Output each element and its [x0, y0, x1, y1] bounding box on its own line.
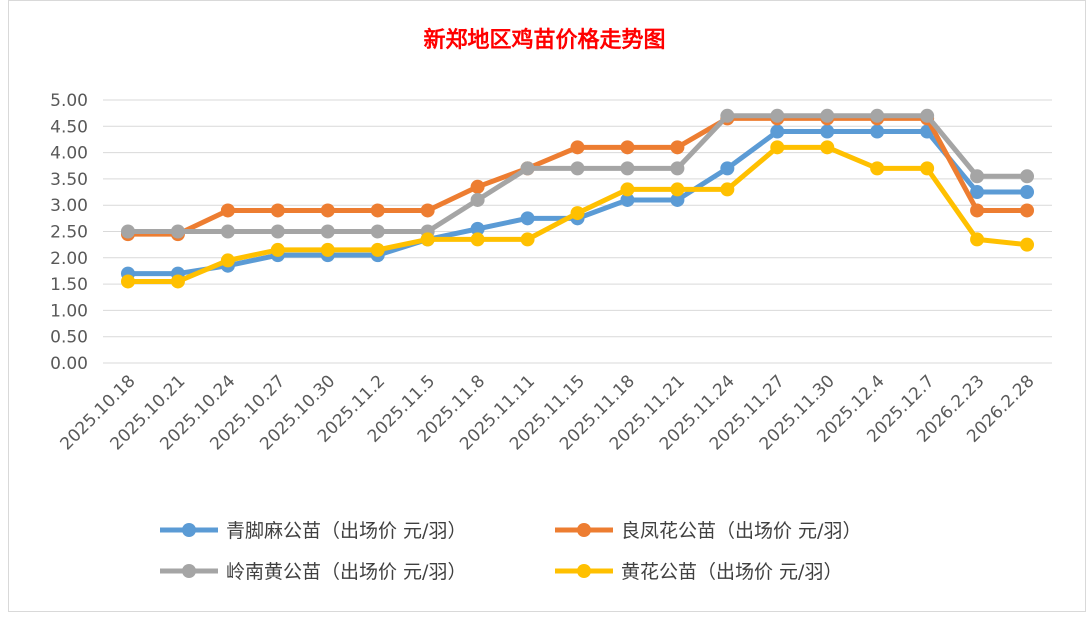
data-point — [720, 182, 735, 197]
data-point — [420, 203, 435, 218]
data-point — [970, 203, 985, 218]
data-point — [620, 161, 635, 176]
y-tick-label: 1.50 — [50, 275, 88, 295]
data-point — [170, 274, 185, 289]
data-point — [870, 108, 885, 123]
data-point — [420, 232, 435, 247]
data-point — [470, 221, 485, 236]
data-point — [320, 203, 335, 218]
data-point — [670, 140, 685, 155]
data-point — [520, 211, 535, 226]
legend-item: 良凤花公苗（出场价 元/羽） — [555, 520, 861, 542]
data-point — [170, 224, 185, 239]
y-tick-label: 4.50 — [50, 117, 88, 137]
legend-label: 青脚麻公苗（出场价 元/羽） — [226, 520, 466, 542]
y-tick-label: 4.00 — [50, 144, 88, 164]
data-point — [570, 206, 585, 221]
data-point — [820, 124, 835, 139]
data-point — [1020, 185, 1035, 200]
series-4 — [120, 140, 1035, 289]
y-tick-label: 0.00 — [50, 354, 88, 374]
data-point — [470, 192, 485, 207]
data-point — [920, 161, 935, 176]
y-axis-ticks: 0.00 0.50 1.00 1.50 2.00 2.50 3.00 3.50 4.00 4.50… — [50, 91, 88, 374]
data-point — [520, 161, 535, 176]
data-point — [770, 108, 785, 123]
legend-marker — [577, 523, 591, 537]
data-point — [770, 140, 785, 155]
data-point — [270, 242, 285, 257]
legend-marker — [182, 523, 196, 537]
data-point — [970, 169, 985, 184]
data-point — [220, 224, 235, 239]
data-point — [970, 232, 985, 247]
data-point — [670, 161, 685, 176]
data-point — [120, 274, 135, 289]
chart-title: 新郑地区鸡苗价格走势图 — [423, 27, 666, 53]
data-point — [270, 203, 285, 218]
data-point — [470, 179, 485, 194]
data-point — [320, 224, 335, 239]
data-point — [820, 140, 835, 155]
series-3 — [120, 108, 1035, 239]
y-tick-label: 2.00 — [50, 249, 88, 269]
chart-frame — [8, 0, 1086, 612]
data-point — [670, 192, 685, 207]
legend-item: 青脚麻公苗（出场价 元/羽） — [160, 520, 466, 542]
y-tick-label: 0.50 — [50, 328, 88, 348]
data-point — [720, 161, 735, 176]
legend: 青脚麻公苗（出场价 元/羽） 良凤花公苗（出场价 元/羽） 岭南黄公苗（出场价 元/… — [160, 520, 861, 583]
data-point — [470, 232, 485, 247]
legend-marker — [577, 564, 591, 578]
data-point — [670, 182, 685, 197]
data-point — [370, 224, 385, 239]
data-point — [970, 185, 985, 200]
data-point — [220, 203, 235, 218]
data-point — [820, 108, 835, 123]
data-point — [720, 108, 735, 123]
data-point — [570, 161, 585, 176]
legend-item: 黄花公苗（出场价 元/羽） — [555, 561, 842, 583]
legend-label: 良凤花公苗（出场价 元/羽） — [621, 520, 861, 542]
data-point — [870, 161, 885, 176]
data-point — [920, 108, 935, 123]
y-tick-label: 1.00 — [50, 301, 88, 321]
y-tick-label: 5.00 — [50, 91, 88, 111]
data-point — [520, 232, 535, 247]
data-point — [370, 242, 385, 257]
y-tick-label: 3.50 — [50, 170, 88, 190]
data-point — [770, 124, 785, 139]
data-point — [1020, 237, 1035, 252]
x-axis-ticks: 2025.10.182025.10.212025.10.242025.10.27… — [57, 371, 1039, 454]
data-point — [870, 124, 885, 139]
legend-item: 岭南黄公苗（出场价 元/羽） — [160, 561, 466, 583]
y-tick-label: 3.00 — [50, 196, 88, 216]
data-point — [270, 224, 285, 239]
data-point — [620, 182, 635, 197]
data-point — [570, 140, 585, 155]
y-tick-label: 2.50 — [50, 223, 88, 243]
data-point — [1020, 203, 1035, 218]
legend-label: 黄花公苗（出场价 元/羽） — [621, 561, 842, 583]
series-lines — [120, 108, 1035, 289]
data-point — [1020, 169, 1035, 184]
data-point — [620, 140, 635, 155]
legend-label: 岭南黄公苗（出场价 元/羽） — [226, 561, 466, 583]
data-point — [120, 224, 135, 239]
data-point — [620, 192, 635, 207]
data-point — [320, 242, 335, 257]
legend-marker — [182, 564, 196, 578]
data-point — [220, 253, 235, 268]
data-point — [370, 203, 385, 218]
